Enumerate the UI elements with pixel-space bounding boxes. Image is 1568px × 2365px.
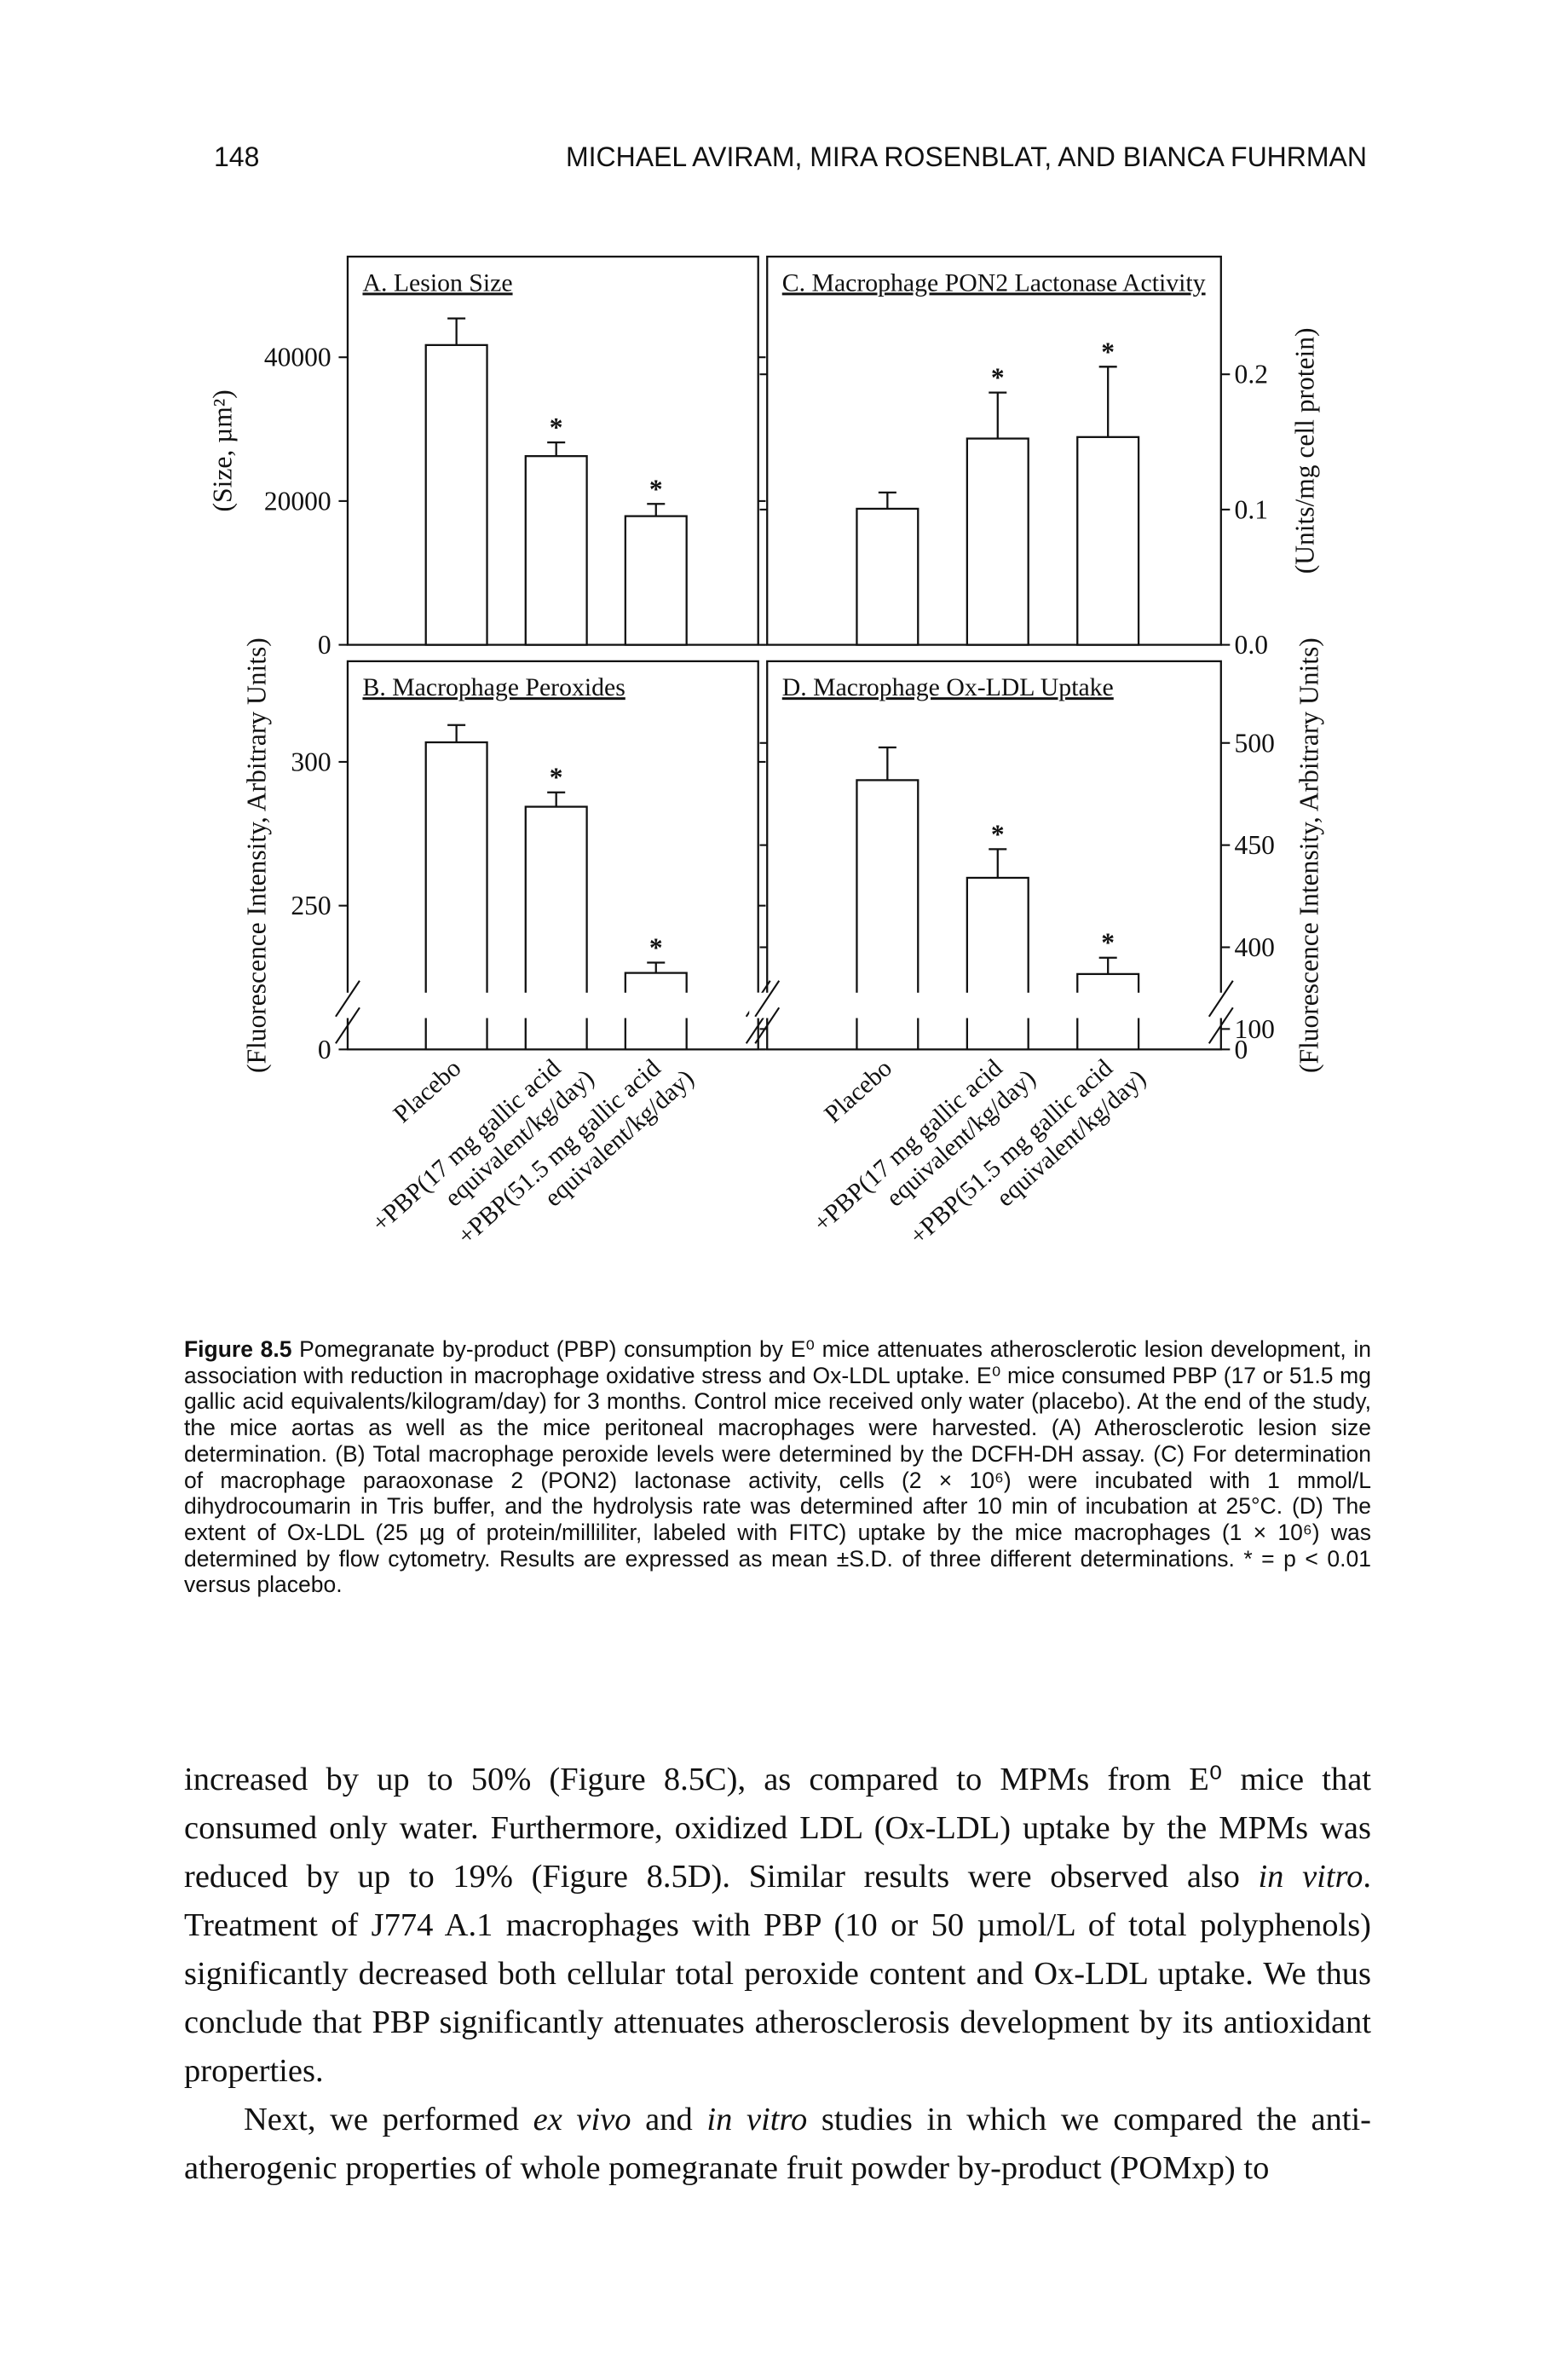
y-tick-label: 0	[318, 1035, 331, 1064]
y-tick-label: 0.2	[1235, 360, 1268, 389]
axis-break	[329, 992, 776, 1018]
x-tick-label-line: Placebo	[819, 1054, 897, 1129]
figure-caption: Figure 8.5 Pomegranate by-product (PBP) …	[184, 1336, 1371, 1598]
y-axis-label: (Size, µm²)	[207, 389, 237, 511]
x-tick-label-line: +PBP(17 mg gallic acid	[366, 1053, 566, 1237]
axis-break-mark	[754, 1007, 781, 1044]
y-tick-label: 400	[1235, 932, 1275, 962]
significance-mark: *	[991, 363, 1005, 393]
bar	[624, 515, 688, 646]
significance-mark: *	[1101, 928, 1115, 958]
x-tick-label-line: Placebo	[388, 1054, 466, 1129]
panel-title: B. Macrophage Peroxides	[362, 673, 625, 701]
text-run: . Treatment of J774 A.1 macrophages with…	[184, 1859, 1371, 2089]
paragraph: increased by up to 50% (Figure 8.5C), as…	[184, 1756, 1371, 2096]
text-run: increased by up to 50% (Figure 8.5C), as…	[184, 1762, 1371, 1895]
axis-break-mark	[335, 1007, 360, 1044]
y-tick-label: 40000	[264, 343, 331, 372]
bar	[524, 455, 588, 646]
significance-mark: *	[550, 412, 563, 442]
panel-title: D. Macrophage Ox-LDL Uptake	[782, 673, 1114, 701]
y-tick-label: 0.0	[1235, 630, 1268, 660]
significance-mark: *	[649, 474, 663, 504]
axis-break	[749, 992, 1239, 1018]
text-run: Next, we performed	[244, 2102, 533, 2137]
y-axis-label: (Units/mg cell protein)	[1289, 327, 1319, 574]
x-tick-label: Placebo	[388, 1054, 466, 1129]
panel-title: A. Lesion Size	[362, 268, 512, 297]
y-axis-label: (Fluorescence Intensity, Arbitrary Units…	[1294, 637, 1324, 1073]
body-text: increased by up to 50% (Figure 8.5C), as…	[184, 1756, 1371, 2193]
y-tick-label: 250	[291, 891, 331, 920]
x-tick-label: Placebo	[819, 1054, 897, 1129]
x-tick-label-line: +PBP(17 mg gallic acid	[808, 1053, 1007, 1237]
text-run: in vitro	[706, 2102, 808, 2137]
paragraph: Next, we performed ex vivo and in vitro …	[184, 2096, 1371, 2193]
text-run: studies in which we compared the anti-at…	[184, 2102, 1371, 2186]
significance-mark: *	[649, 932, 663, 962]
text-run: ex vivo	[533, 2102, 631, 2137]
axis-break-mark	[754, 980, 781, 1018]
bar	[1076, 436, 1140, 646]
y-tick-label: 20000	[264, 486, 331, 516]
significance-mark: *	[991, 819, 1005, 849]
bar	[856, 507, 919, 646]
text-run: in vitro	[1258, 1859, 1363, 1895]
significance-mark: *	[550, 763, 563, 793]
y-tick-label: 100	[1235, 1014, 1275, 1044]
y-axis-label: (Fluorescence Intensity, Arbitrary Units…	[242, 637, 272, 1073]
panel-title: C. Macrophage PON2 Lactonase Activity	[782, 268, 1206, 297]
caption-text: Pomegranate by-product (PBP) consumption…	[184, 1336, 1371, 1598]
page-number: 148	[214, 141, 260, 172]
y-tick-label: 450	[1235, 830, 1275, 860]
significance-mark: *	[1101, 337, 1115, 366]
y-tick-label: 0.1	[1235, 494, 1268, 524]
caption-label: Figure 8.5	[184, 1336, 292, 1362]
axis-break-mark	[1208, 1007, 1234, 1044]
bar	[966, 876, 1029, 1051]
axis-break-mark	[335, 980, 360, 1018]
running-head: MICHAEL AVIRAM, MIRA ROSENBLAT, AND BIAN…	[565, 141, 1367, 172]
text-run: and	[631, 2102, 707, 2137]
axis-break-mark	[1208, 980, 1234, 1018]
y-tick-label: 0	[1235, 1035, 1248, 1064]
y-tick-label: 500	[1235, 728, 1275, 758]
bar	[966, 437, 1029, 646]
y-tick-label: 0	[318, 630, 331, 660]
y-tick-label: 300	[291, 747, 331, 776]
bar	[424, 343, 488, 646]
